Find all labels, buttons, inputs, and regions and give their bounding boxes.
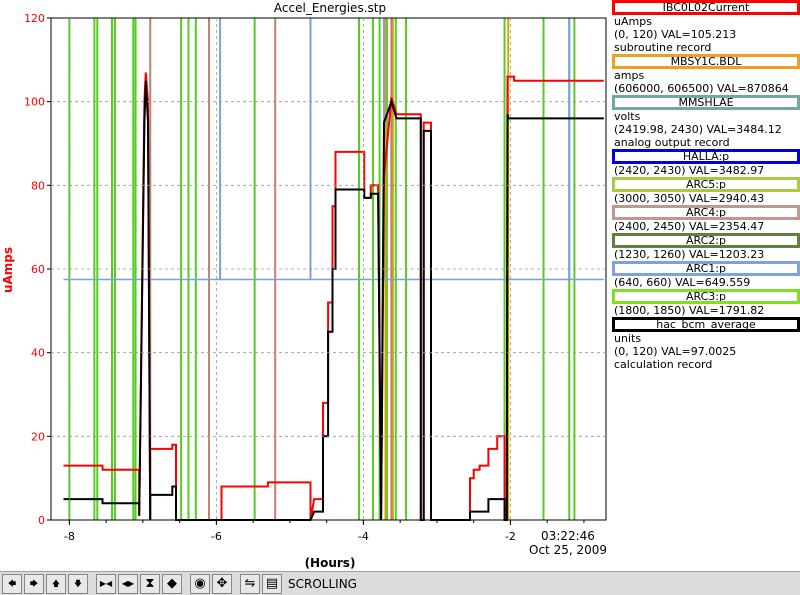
arrow-down-icon[interactable]: 🡇: [68, 573, 88, 594]
x-tick-label: -6: [211, 530, 222, 543]
legend-entry: ARC5:p (3000, 3050) VAL=2940.43: [612, 177, 800, 205]
legend-entry: MBSY1C.BDL amps (606000, 606500) VAL=87086…: [612, 54, 800, 95]
end-time-label: 03:22:46: [541, 529, 595, 543]
zoom-in-y-icon[interactable]: ⧗: [140, 573, 160, 594]
legend-entry: hac_bcm_average units (0, 120) VAL=97.0025…: [612, 317, 800, 371]
legend-detail: (2420, 2430) VAL=3482.97: [614, 164, 765, 177]
scrolling-mode-label: SCROLLING: [288, 576, 357, 591]
legend-detail: (640, 660) VAL=649.559: [614, 276, 751, 289]
legend-series-name[interactable]: ARC4:p: [612, 205, 800, 220]
legend-entry: ARC4:p (2400, 2450) VAL=2354.47: [612, 205, 800, 233]
legend-detail: amps: [614, 69, 645, 82]
legend-detail: uAmps: [614, 15, 652, 28]
legend-detail: (606000, 606500) VAL=870864: [614, 82, 789, 95]
legend-entry: ARC2:p (1230, 1260) VAL=1203.23: [612, 233, 800, 261]
y-tick-label: 60: [31, 263, 45, 276]
legend-detail: (2400, 2450) VAL=2354.47: [614, 220, 765, 233]
legend-detail: analog output record: [614, 136, 730, 149]
legend-series-name[interactable]: ARC2:p: [612, 233, 800, 248]
legend-detail: (0, 120) VAL=97.0025: [614, 345, 737, 358]
legend-series-name[interactable]: ARC1:p: [612, 261, 800, 276]
toolbar: 🡄 🡆 🡅 🡇 ▶◀ ◀▶ ⧗ ◆ ◉ ✥ ⇋ ▤ SCROLLING: [0, 571, 800, 595]
y-tick-label: 20: [31, 430, 45, 443]
arrow-up-icon[interactable]: 🡅: [46, 573, 66, 594]
arrow-left-icon[interactable]: 🡄: [2, 573, 22, 594]
legend-series-name[interactable]: ARC5:p: [612, 177, 800, 192]
y-tick-label: 100: [24, 96, 45, 109]
record-icon[interactable]: ◉: [190, 573, 210, 594]
legend-series-name[interactable]: ARC3:p: [612, 289, 800, 304]
y-tick-label: 80: [31, 179, 45, 192]
x-tick-label: -8: [64, 530, 75, 543]
x-tick-label: -4: [358, 530, 369, 543]
zoom-out-x-icon[interactable]: ◀▶: [118, 573, 138, 594]
legend-entry: MMSHLAE volts (2419.98, 2430) VAL=3484.12 a…: [612, 95, 800, 149]
legend: IBC0L02Current uAmps (0, 120) VAL=105.213 s…: [612, 0, 800, 371]
legend-detail: (3000, 3050) VAL=2940.43: [614, 192, 765, 205]
zoom-in-x-icon[interactable]: ▶◀: [96, 573, 116, 594]
y-axis-label: uAmps: [1, 247, 15, 293]
x-axis-label: (Hours): [305, 556, 356, 570]
x-tick-label: -2: [505, 530, 516, 543]
legend-entry: ARC1:p (640, 660) VAL=649.559: [612, 261, 800, 289]
zoom-out-y-icon[interactable]: ◆: [162, 573, 182, 594]
legend-detail: (1800, 1850) VAL=1791.82: [614, 304, 765, 317]
series-line-1: [63, 80, 604, 521]
legend-entry: HALLA:p (2420, 2430) VAL=3482.97: [612, 149, 800, 177]
config-icon[interactable]: ▤: [262, 573, 282, 594]
legend-detail: (2419.98, 2430) VAL=3484.12: [614, 123, 782, 136]
legend-series-name[interactable]: IBC0L02Current: [612, 0, 800, 15]
chart-plot: 0 20 40 60 80 100 120 -8 -6 -4 -2 uAmps (Hours) 0…: [1, 12, 607, 570]
legend-detail: (0, 120) VAL=105.213: [614, 28, 737, 41]
legend-detail: subroutine record: [614, 41, 712, 54]
legend-detail: calculation record: [614, 358, 713, 371]
legend-series-name[interactable]: hac_bcm_average: [612, 317, 800, 332]
arrow-right-icon[interactable]: 🡆: [24, 573, 44, 594]
chart-title: Accel_Energies.stp: [273, 1, 387, 15]
legend-series-name[interactable]: MMSHLAE: [612, 95, 800, 110]
legend-detail: units: [614, 332, 642, 345]
y-tick-label: 0: [38, 514, 45, 527]
legend-series-name[interactable]: HALLA:p: [612, 149, 800, 164]
legend-detail: (1230, 1260) VAL=1203.23: [614, 248, 765, 261]
y-tick-label: 120: [24, 12, 45, 25]
legend-entry: ARC3:p (1800, 1850) VAL=1791.82: [612, 289, 800, 317]
legend-detail: volts: [614, 110, 641, 123]
end-date-label: Oct 25, 2009: [529, 543, 607, 557]
y-tick-label: 40: [31, 347, 45, 360]
legend-entry: IBC0L02Current uAmps (0, 120) VAL=105.213 s…: [612, 0, 800, 54]
legend-series-name[interactable]: MBSY1C.BDL: [612, 54, 800, 69]
scroll-mode-icon[interactable]: ⇋: [240, 573, 260, 594]
pan-icon[interactable]: ✥: [212, 573, 232, 594]
